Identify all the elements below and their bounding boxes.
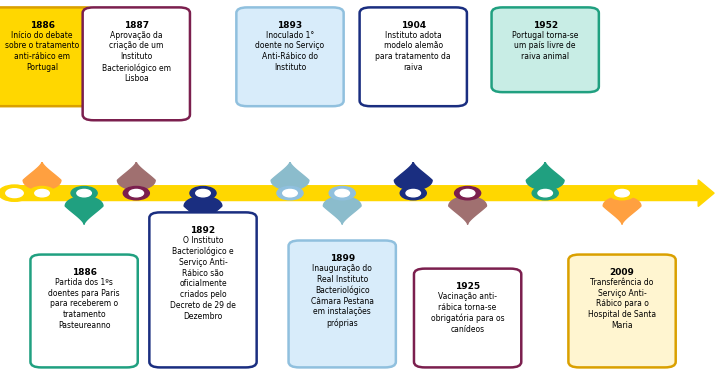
- Text: O Instituto
Bacteriológico e
Serviço Anti-
Rábico são
oficialmente
criados pelo
: O Instituto Bacteriológico e Serviço Ant…: [170, 236, 236, 320]
- Text: Transferência do
Serviço Anti-
Rábico para o
Hospital de Santa
Maria: Transferência do Serviço Anti- Rábico pa…: [588, 278, 656, 330]
- Text: Partida dos 1ºs
doentes para Paris
para receberem o
tratamento
Pasteureanno: Partida dos 1ºs doentes para Paris para …: [49, 278, 120, 330]
- Polygon shape: [394, 162, 432, 190]
- Circle shape: [335, 189, 349, 197]
- Text: 1952: 1952: [533, 21, 558, 30]
- Circle shape: [406, 189, 420, 197]
- Circle shape: [329, 186, 355, 200]
- Text: 1886: 1886: [30, 21, 54, 30]
- Text: 1925: 1925: [455, 282, 480, 291]
- FancyBboxPatch shape: [149, 212, 257, 367]
- Circle shape: [400, 186, 426, 200]
- FancyBboxPatch shape: [414, 269, 521, 367]
- Polygon shape: [65, 196, 103, 224]
- Circle shape: [129, 189, 144, 197]
- Polygon shape: [526, 162, 564, 190]
- Circle shape: [123, 186, 149, 200]
- Text: Início do debate
sobre o tratamento
anti-rábico em
Portugal: Início do debate sobre o tratamento anti…: [5, 31, 79, 72]
- FancyBboxPatch shape: [289, 240, 396, 367]
- Circle shape: [615, 189, 629, 197]
- Text: Instituto adota
modelo alemão
para tratamento da
raiva: Instituto adota modelo alemão para trata…: [376, 31, 451, 72]
- Text: Inoculado 1°
doente no Serviço
Anti-Rábico do
Instituto: Inoculado 1° doente no Serviço Anti-Rábi…: [255, 31, 325, 72]
- Circle shape: [196, 189, 210, 197]
- Circle shape: [190, 186, 216, 200]
- Polygon shape: [184, 196, 222, 224]
- Circle shape: [29, 186, 55, 200]
- Circle shape: [609, 186, 635, 200]
- Polygon shape: [603, 196, 641, 224]
- Circle shape: [455, 186, 481, 200]
- Text: 1892: 1892: [191, 226, 215, 235]
- Text: 1886: 1886: [72, 268, 96, 277]
- FancyBboxPatch shape: [30, 255, 138, 367]
- FancyBboxPatch shape: [492, 7, 599, 92]
- Text: Vacinação anti-
rábica torna-se
obrigatória para os
canídeos: Vacinação anti- rábica torna-se obrigató…: [431, 292, 505, 334]
- FancyBboxPatch shape: [236, 7, 344, 106]
- Circle shape: [6, 189, 23, 198]
- FancyArrow shape: [9, 180, 714, 206]
- Polygon shape: [323, 196, 361, 224]
- Circle shape: [77, 189, 91, 197]
- FancyBboxPatch shape: [83, 7, 190, 120]
- Text: 1899: 1899: [330, 254, 355, 263]
- FancyBboxPatch shape: [568, 255, 676, 367]
- Text: 1887: 1887: [124, 21, 149, 30]
- Circle shape: [35, 189, 49, 197]
- Polygon shape: [449, 196, 486, 224]
- Circle shape: [532, 186, 558, 200]
- Circle shape: [277, 186, 303, 200]
- Text: 1893: 1893: [278, 21, 302, 30]
- Circle shape: [460, 189, 475, 197]
- Text: 1904: 1904: [401, 21, 426, 30]
- Circle shape: [71, 186, 97, 200]
- Circle shape: [0, 185, 30, 201]
- Text: Inauguração do
Real Instituto
Bacteriológico
Câmara Pestana
em instalações
própr: Inauguração do Real Instituto Bacterioló…: [311, 264, 373, 328]
- Circle shape: [283, 189, 297, 197]
- Polygon shape: [117, 162, 155, 190]
- Polygon shape: [271, 162, 309, 190]
- FancyBboxPatch shape: [0, 7, 96, 106]
- FancyBboxPatch shape: [360, 7, 467, 106]
- Text: Portugal torna-se
um país livre de
raiva animal: Portugal torna-se um país livre de raiva…: [512, 31, 579, 61]
- Text: Aprovação da
criação de um
Instituto
Bacteriológico em
Lisboa: Aprovação da criação de um Instituto Bac…: [102, 31, 171, 83]
- Circle shape: [538, 189, 552, 197]
- Polygon shape: [23, 162, 61, 190]
- Text: 2009: 2009: [610, 268, 634, 277]
